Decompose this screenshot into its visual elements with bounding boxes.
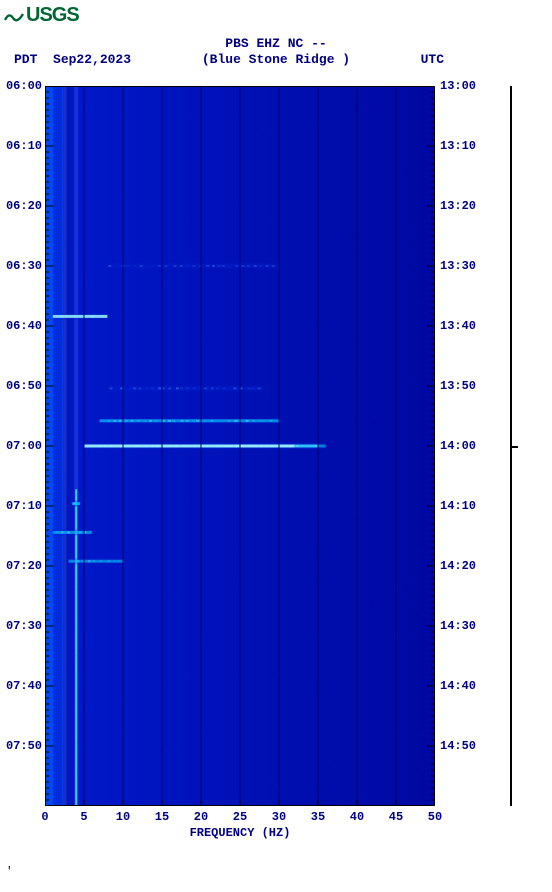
corner-mark: ' [6, 866, 13, 878]
x-tick-label: 0 [41, 810, 48, 824]
y-right-tick-label: 14:00 [440, 439, 476, 453]
right-tz: UTC [421, 52, 444, 67]
x-tick-label: 35 [311, 810, 325, 824]
y-left-tick-label: 06:10 [6, 139, 42, 153]
y-left-tick-label: 07:20 [6, 559, 42, 573]
y-left-tick-label: 06:20 [6, 199, 42, 213]
y-right-tick-label: 14:50 [440, 739, 476, 753]
y-left-tick-label: 07:10 [6, 499, 42, 513]
y-left-tick-label: 07:00 [6, 439, 42, 453]
y-left-tick-label: 06:40 [6, 319, 42, 333]
location-label: (Blue Stone Ridge ) [0, 52, 552, 67]
usgs-logo: USGS [4, 4, 79, 27]
spectrogram-plot [45, 86, 435, 806]
y-right-tick-label: 13:20 [440, 199, 476, 213]
x-tick-label: 5 [80, 810, 87, 824]
x-tick-label: 20 [194, 810, 208, 824]
x-axis-labels: 05101520253035404550 [45, 810, 435, 826]
y-right-tick-label: 14:20 [440, 559, 476, 573]
y-left-tick-label: 07:50 [6, 739, 42, 753]
y-axis-left-labels: 06:0006:1006:2006:3006:4006:5007:0007:10… [0, 86, 44, 806]
x-tick-label: 25 [233, 810, 247, 824]
x-tick-label: 40 [350, 810, 364, 824]
y-right-tick-label: 14:10 [440, 499, 476, 513]
y-right-tick-label: 14:30 [440, 619, 476, 633]
usgs-wave-icon [4, 6, 24, 26]
x-tick-label: 15 [155, 810, 169, 824]
y-left-tick-label: 06:00 [6, 79, 42, 93]
y-right-tick-label: 13:00 [440, 79, 476, 93]
station-title: PBS EHZ NC -- [0, 36, 552, 51]
x-tick-label: 45 [389, 810, 403, 824]
y-right-tick-label: 13:30 [440, 259, 476, 273]
y-axis-right-labels: 13:0013:1013:2013:3013:4013:5014:0014:10… [438, 86, 488, 806]
y-left-tick-label: 07:30 [6, 619, 42, 633]
x-tick-label: 10 [116, 810, 130, 824]
y-right-tick-label: 14:40 [440, 679, 476, 693]
y-left-tick-label: 07:40 [6, 679, 42, 693]
y-right-tick-label: 13:50 [440, 379, 476, 393]
x-tick-label: 50 [428, 810, 442, 824]
y-left-tick-label: 06:30 [6, 259, 42, 273]
x-tick-label: 30 [272, 810, 286, 824]
colorbar-tick [512, 446, 518, 448]
y-left-tick-label: 06:50 [6, 379, 42, 393]
x-axis-title: FREQUENCY (HZ) [45, 826, 435, 840]
usgs-logo-text: USGS [26, 4, 79, 27]
y-right-tick-label: 13:40 [440, 319, 476, 333]
y-right-tick-label: 13:10 [440, 139, 476, 153]
spectrogram-canvas [45, 86, 435, 806]
